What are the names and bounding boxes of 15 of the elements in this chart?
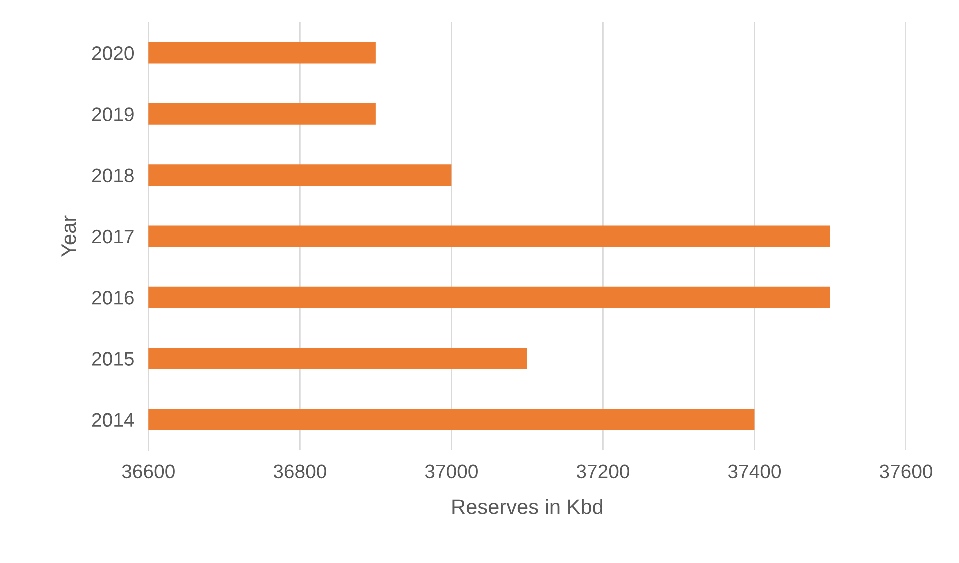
y-tick-label: 2017 (92, 230, 134, 244)
x-tick-label: 37400 (728, 464, 782, 479)
x-axis-title: Reserves in Kbd (452, 499, 603, 514)
y-tick-label: 2019 (92, 108, 134, 122)
y-tick-label: 2016 (92, 291, 134, 305)
x-tick-label: 36800 (274, 464, 326, 479)
y-tick-label: 2015 (92, 352, 134, 366)
x-tick-label: 37600 (880, 464, 933, 479)
y-tick-label: 2020 (92, 46, 134, 60)
x-tick-label: 37200 (576, 464, 630, 479)
y-axis-title: Year (62, 216, 76, 258)
y-tick-label: 2014 (92, 413, 134, 428)
x-tick-label: 36600 (122, 464, 175, 479)
x-tick-label: 37000 (425, 464, 478, 479)
y-tick-label: 2018 (92, 168, 134, 183)
